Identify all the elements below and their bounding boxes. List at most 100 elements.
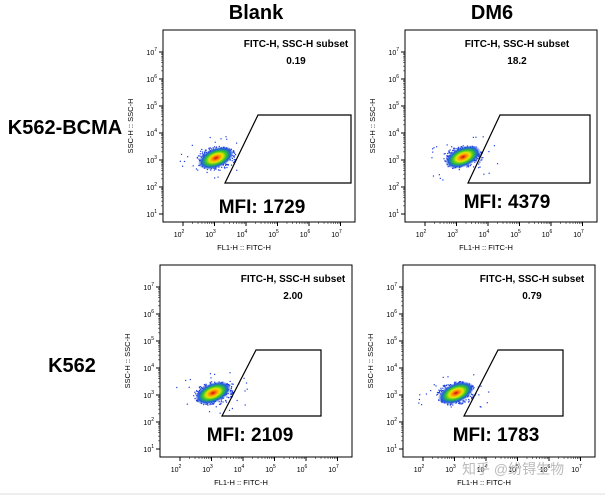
event-dot [440,387,442,389]
y-axis-label: SSC-H :: SSC-H [366,333,375,388]
event-dot [229,389,232,391]
tick-exp: 2 [396,182,399,188]
event-dot [437,391,439,394]
tick-base: 10 [386,447,394,454]
event-dot [472,136,474,138]
event-dot [450,406,452,408]
event-dot [459,403,461,405]
event-dot [468,398,470,401]
tick-base: 10 [265,467,273,474]
y-tick-label: 102 [143,417,154,427]
event-dot [442,179,444,181]
event-dot [437,393,439,395]
event-dot [442,387,444,389]
column-header: DM6 [471,2,513,24]
tick-exp: 5 [276,229,279,235]
event-dot [443,384,445,386]
event-dot [230,164,233,166]
event-dot [210,377,212,379]
event-dot [475,136,477,138]
event-dot [225,136,227,138]
y-axis-label: SSC-H :: SSC-H [123,333,132,388]
y-tick-label: 106 [386,309,397,319]
event-dot [209,381,211,383]
event-dot [464,401,466,403]
event-dot [201,386,203,389]
gate-name: FITC-H, SSC-H subset [241,274,346,285]
event-dot [214,177,216,179]
event-dot [473,166,475,168]
event-dot [488,391,490,393]
y-tick-label: 106 [388,74,399,84]
event-dot [448,384,450,386]
event-dot [233,150,235,152]
event-dot [496,163,499,165]
event-dot [229,391,232,393]
event-dot [196,157,199,159]
event-dot [436,391,439,394]
event-dot [233,158,235,161]
x-tick-label: 107 [573,229,584,239]
tick-exp: 1 [151,444,154,450]
y-tick-label: 105 [386,336,397,346]
event-dot [214,373,216,376]
event-dot [465,399,467,401]
tick-exp: 3 [154,155,157,161]
event-dot [218,403,221,405]
tick-exp: 6 [550,229,553,235]
tick-exp: 1 [396,209,399,215]
event-dot [231,383,233,385]
event-dot [236,399,238,402]
tick-exp: 1 [154,209,157,215]
tick-base: 10 [297,467,305,474]
x-axis-label: FL1-H :: FITC-H [457,478,511,487]
event-dot [243,377,245,379]
event-dot [227,163,229,166]
event-dot [203,384,206,386]
y-tick-label: 101 [386,444,397,454]
event-dot [467,401,470,403]
event-dot [469,395,471,397]
event-dot [200,150,202,152]
tick-exp: 5 [273,464,276,470]
event-dot [438,391,440,394]
event-dot [471,397,473,399]
event-dot [420,404,423,406]
event-dot [197,390,199,393]
mfi-label: MFI: 2109 [207,425,294,446]
event-dot [213,169,215,171]
event-dot [224,164,227,166]
tick-base: 10 [386,312,394,319]
event-dot [213,402,215,405]
event-dot [176,386,178,389]
event-dot [463,400,465,402]
event-dot [244,390,246,392]
tick-base: 10 [571,467,579,474]
y-tick-label: 104 [386,363,397,373]
event-dot [215,168,217,170]
event-dot [205,149,207,151]
event-dot [214,141,216,143]
event-dot [220,399,223,401]
event-dot [480,159,482,161]
event-dot [463,401,465,403]
tick-exp: 6 [396,74,399,80]
tick-base: 10 [268,232,276,239]
event-dot [192,165,194,167]
event-dot [221,166,223,168]
tick-base: 10 [205,232,213,239]
event-dot [448,150,450,152]
event-dot [226,138,228,140]
event-dot [212,147,214,149]
event-dot [201,153,203,155]
tick-exp: 4 [151,363,154,369]
tick-base: 10 [146,185,154,192]
event-dot [449,404,451,406]
event-dot [229,372,231,374]
tick-base: 10 [143,366,151,373]
event-dot [199,386,202,388]
event-dot [215,406,217,408]
event-dot [200,155,202,157]
plot-frame [162,29,356,223]
event-dot [440,389,442,391]
